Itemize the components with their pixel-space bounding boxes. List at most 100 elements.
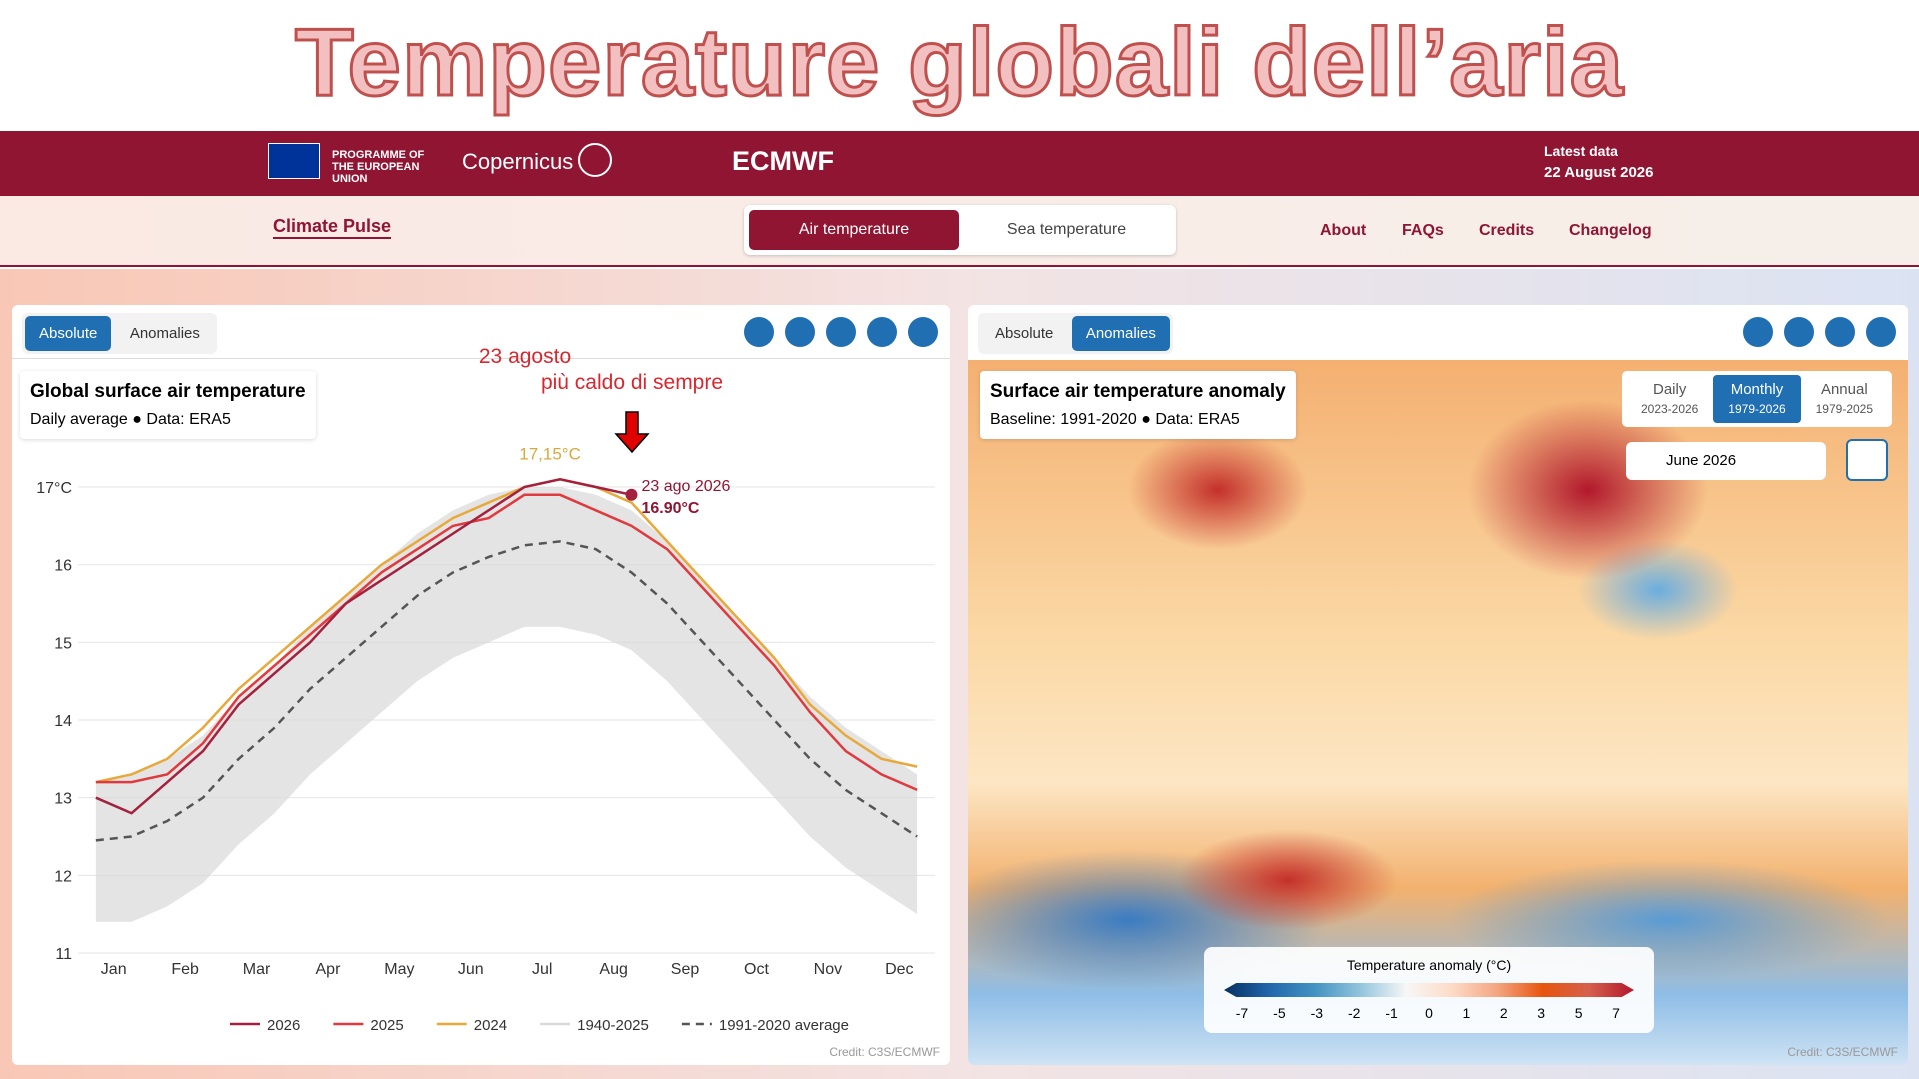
divider [12,358,950,359]
expand-button[interactable] [908,317,938,347]
tab-air[interactable]: Air temperature [749,210,959,250]
download-button[interactable] [785,317,815,347]
legend-label: 1991-2020 average [719,1017,849,1034]
toggle[interactable]: Absolute [995,325,1054,342]
series-line [95,540,918,842]
x-tick-label: Jun [458,961,484,978]
colorbar-ramp [1224,983,1634,997]
period-option[interactable]: Monthly 1979-2026 [1713,375,1801,423]
series-line [95,477,918,784]
period-selector: Daily 2023-2026 Monthly 1979-2026 Annual 19… [1622,371,1892,427]
x-tick-label: Jul [532,961,552,978]
map-title-card: Surface air temperature anomaly Baseline… [980,371,1296,439]
period-range: 1979-2026 [1728,402,1786,416]
info-button[interactable] [1784,317,1814,347]
y-tick-label: 11 [55,946,72,963]
nav-bar: Climate Pulse Air temperature Sea temper… [0,196,1919,267]
colorbar-tick: -2 [1347,1005,1361,1021]
reset-button[interactable] [867,317,897,347]
ecmwf-logo: ECMWF [732,146,834,176]
latest-value-label: 16.90°C [641,500,699,517]
map-title: Surface air temperature anomaly [990,381,1286,402]
toolbar [1732,317,1896,352]
y-tick-label: 17°C [36,480,72,497]
colorbar-tick: -5 [1273,1005,1286,1021]
latest-date: 22 August 2026 [1544,164,1654,181]
colorbar-tick: 2 [1499,1005,1508,1021]
peak-label: 17,15°C [519,444,581,463]
colorbar-ticks: -7 -5 -3 -2 -1 0 1 2 3 5 7 [1236,1005,1620,1023]
toggle[interactable]: Anomalies [129,325,200,342]
info-button[interactable] [826,317,856,347]
tab-group: Air temperature Sea temperature [744,205,1176,255]
series-line [95,493,918,792]
toggle-group: Absolute Anomalies [22,313,217,354]
expand-button[interactable] [1866,317,1896,347]
y-tick-label: 14 [54,713,72,730]
callout-line: 23 agosto [479,345,571,368]
header-bar: PROGRAMME OF THE EUROPEAN UNION Copernic… [0,131,1919,196]
chart-subtitle: Daily average ● Data: ERA5 [30,411,231,428]
colorbar-tick: -7 [1235,1005,1249,1021]
period-option[interactable]: Annual 1979-2025 [1801,375,1888,423]
month-picker[interactable]: June 2026 [1626,442,1826,480]
series-line [95,477,632,815]
toggle[interactable]: Absolute [25,316,112,351]
period-name: Daily [1652,381,1687,398]
chart-title-card: Global surface air temperature Daily ave… [20,371,316,439]
reset-button[interactable] [1825,317,1855,347]
nav-link[interactable]: Changelog [1569,222,1652,239]
callout-arrow [614,411,650,454]
colorbar-tick: -1 [1385,1005,1398,1021]
map-layer-button[interactable] [1846,439,1888,481]
nav-link[interactable]: FAQs [1402,222,1444,239]
copernicus-logo: Copernicus [462,149,574,174]
brand[interactable]: Climate Pulse [273,216,392,239]
colorbar-tick: 0 [1425,1005,1433,1021]
x-tick-label: Oct [744,961,769,978]
credit: Credit: C3S/ECMWF [1787,1045,1898,1059]
x-tick-label: Jan [101,961,127,978]
map-subtitle: Baseline: 1991-2020 ● Data: ERA5 [990,411,1240,428]
colorbar-tick: 5 [1574,1005,1583,1021]
edit-button[interactable] [744,317,774,347]
callout-line: più caldo di sempre [541,371,723,394]
legend-label: 2024 [474,1017,507,1034]
period-name: Monthly [1730,381,1784,398]
period-name: Annual [1820,381,1868,398]
page-title: Temperature globali dell’aria [294,8,1625,118]
y-tick-label: 15 [54,635,72,652]
toggle-group: Absolute Anomalies [978,313,1173,354]
nav-link[interactable]: Credits [1479,222,1535,239]
x-tick-label: Mar [243,961,271,978]
nav-link[interactable]: About [1320,222,1367,239]
x-tick-label: Feb [171,961,199,978]
toggle[interactable]: Anomalies [1071,316,1170,351]
legend-label: 2026 [267,1017,300,1034]
colorbar-title: Temperature anomaly (°C) [1346,957,1512,973]
y-tick-label: 13 [54,791,72,808]
colorbar-tick: 3 [1537,1005,1546,1021]
right-panel: Absolute Anomalies Surface air temperatu… [968,305,1908,1065]
latest-date-label: 23 ago 2026 [641,478,730,495]
chart-title: Global surface air temperature [30,381,306,402]
tab-sea[interactable]: Sea temperature [1006,221,1127,238]
x-tick-label: Nov [814,961,842,978]
eu-programme: PROGRAMME OF THE EUROPEAN UNION [332,149,425,185]
period-range: 1979-2025 [1815,402,1874,416]
colorbar-tick: 1 [1462,1005,1471,1021]
x-tick-label: Dec [885,961,913,978]
x-tick-label: May [384,961,414,978]
download-button[interactable] [1743,317,1773,347]
y-tick-label: 12 [54,868,72,885]
colorbar-tick: -3 [1310,1005,1324,1021]
range-band [95,487,918,922]
legend-label: 2025 [370,1017,403,1034]
colorbar-tick: 7 [1612,1005,1620,1021]
toolbar [733,317,938,352]
period-option[interactable]: Daily 2023-2026 [1626,375,1713,423]
latest-label: Latest data [1544,143,1618,159]
